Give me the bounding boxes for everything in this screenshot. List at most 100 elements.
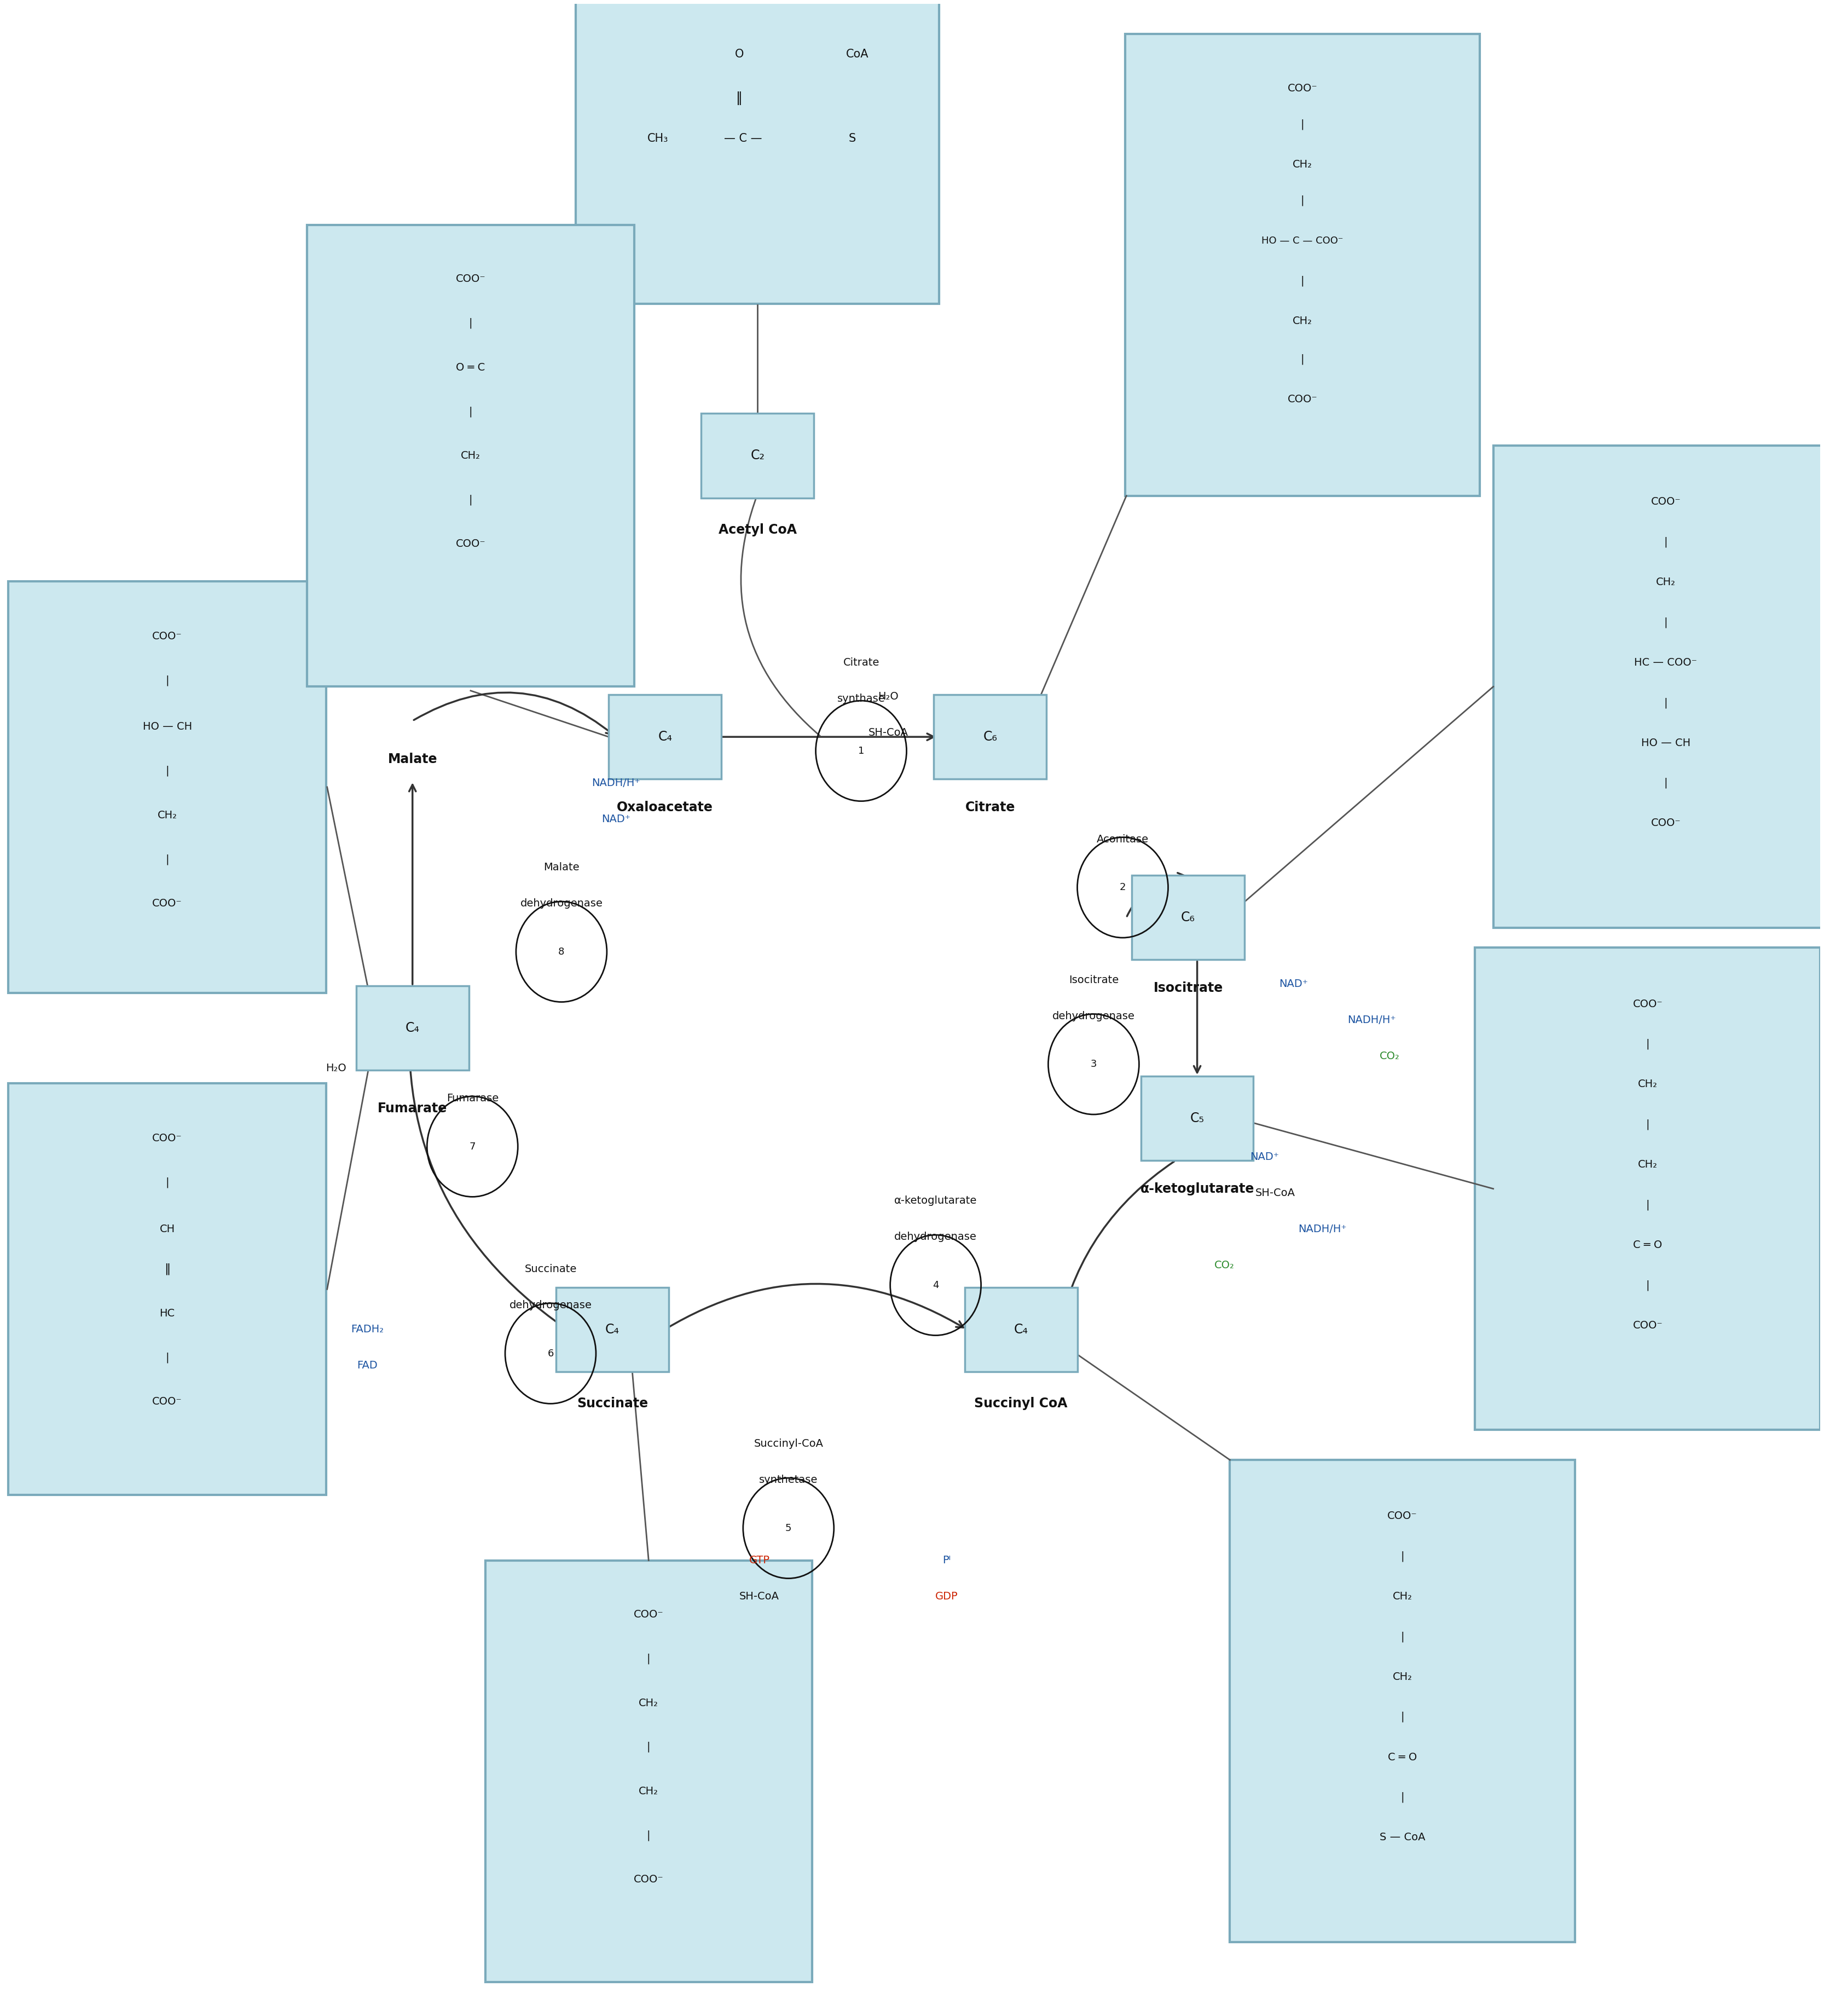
FancyBboxPatch shape (609, 696, 720, 778)
Text: dehydrogenase: dehydrogenase (894, 1232, 978, 1242)
Text: CH₂: CH₂ (157, 810, 177, 821)
Text: FAD: FAD (358, 1361, 378, 1371)
Text: CH₂: CH₂ (638, 1786, 658, 1796)
Text: |: | (1401, 1792, 1404, 1802)
Text: C₅: C₅ (1189, 1113, 1204, 1125)
Text: COO⁻: COO⁻ (1632, 1320, 1663, 1331)
Text: C₄: C₄ (405, 1022, 420, 1034)
Text: 8: 8 (558, 948, 565, 958)
Text: CH₂: CH₂ (1392, 1671, 1412, 1681)
Text: NAD⁺: NAD⁺ (602, 814, 631, 825)
Text: 1: 1 (857, 746, 865, 756)
Text: COO⁻: COO⁻ (1288, 83, 1317, 93)
Text: |: | (1645, 1038, 1649, 1050)
FancyBboxPatch shape (1476, 948, 1820, 1429)
FancyBboxPatch shape (9, 1083, 326, 1496)
Text: α-ketoglutarate: α-ketoglutarate (894, 1195, 978, 1206)
Text: |: | (648, 1742, 651, 1752)
Text: Malate: Malate (544, 863, 580, 873)
Text: SH-CoA: SH-CoA (868, 728, 908, 738)
Text: COO⁻: COO⁻ (153, 899, 182, 909)
Text: |: | (1401, 1550, 1404, 1562)
Text: NADH/H⁺: NADH/H⁺ (591, 778, 640, 788)
Text: |: | (1645, 1200, 1649, 1210)
Text: |: | (1301, 119, 1304, 129)
Text: |: | (1401, 1712, 1404, 1722)
Text: synthetase: synthetase (759, 1476, 817, 1486)
Text: |: | (469, 405, 472, 417)
Text: |: | (1663, 536, 1667, 548)
Text: FADH₂: FADH₂ (350, 1325, 383, 1335)
Text: Fumarase: Fumarase (447, 1093, 498, 1103)
Text: CH₃: CH₃ (648, 133, 668, 143)
Text: COO⁻: COO⁻ (153, 1397, 182, 1407)
Text: 7: 7 (469, 1141, 476, 1151)
Text: Succinyl-CoA: Succinyl-CoA (753, 1439, 823, 1450)
Text: |: | (1645, 1119, 1649, 1129)
Text: |: | (1301, 355, 1304, 365)
Text: COO⁻: COO⁻ (153, 1133, 182, 1143)
Text: Succinyl CoA: Succinyl CoA (974, 1397, 1067, 1411)
Text: Malate: Malate (389, 752, 438, 766)
FancyBboxPatch shape (1125, 34, 1479, 496)
Text: Isocitrate: Isocitrate (1069, 974, 1118, 986)
Text: |: | (469, 494, 472, 506)
Text: synthase: synthase (837, 694, 885, 704)
Text: COO⁻: COO⁻ (633, 1609, 664, 1619)
Text: |: | (469, 319, 472, 329)
Text: HO — CH: HO — CH (142, 722, 192, 732)
Text: |: | (1663, 778, 1667, 788)
Text: S: S (848, 133, 855, 143)
Text: |: | (1663, 617, 1667, 627)
Text: CO₂: CO₂ (1215, 1260, 1235, 1270)
Text: 3: 3 (1091, 1058, 1096, 1068)
Text: H₂O: H₂O (326, 1062, 347, 1073)
Text: S — CoA: S — CoA (1379, 1833, 1425, 1843)
Text: — C —: — C — (724, 133, 762, 143)
Text: Fumarate: Fumarate (378, 1103, 447, 1115)
Text: Citrate: Citrate (965, 800, 1016, 814)
Text: Succinate: Succinate (576, 1397, 648, 1411)
Text: Succinate: Succinate (525, 1264, 576, 1274)
Text: CoA: CoA (846, 48, 868, 60)
Text: HO — CH: HO — CH (1642, 738, 1691, 748)
Text: 4: 4 (932, 1280, 939, 1290)
Text: O: O (735, 48, 744, 60)
FancyBboxPatch shape (356, 986, 469, 1070)
Text: CH₂: CH₂ (1638, 1079, 1658, 1089)
Text: C ═ O: C ═ O (1388, 1752, 1417, 1762)
Text: NADH/H⁺: NADH/H⁺ (1299, 1224, 1346, 1234)
Text: 6: 6 (547, 1349, 554, 1359)
Text: SH-CoA: SH-CoA (739, 1591, 779, 1601)
Text: |: | (166, 675, 170, 685)
Text: SH-CoA: SH-CoA (1255, 1187, 1295, 1198)
Text: C₂: C₂ (750, 450, 764, 462)
Text: HC — COO⁻: HC — COO⁻ (1634, 657, 1698, 667)
Text: CH₂: CH₂ (638, 1697, 658, 1708)
FancyBboxPatch shape (306, 224, 635, 687)
Text: NAD⁺: NAD⁺ (1279, 978, 1308, 990)
Text: COO⁻: COO⁻ (1388, 1510, 1417, 1522)
Text: HC: HC (159, 1308, 175, 1318)
Text: α-ketoglutarate: α-ketoglutarate (1140, 1181, 1255, 1195)
FancyBboxPatch shape (1494, 446, 1824, 927)
Text: |: | (1301, 196, 1304, 206)
Text: GTP: GTP (750, 1554, 770, 1566)
Text: COO⁻: COO⁻ (456, 538, 485, 548)
FancyBboxPatch shape (1131, 875, 1244, 960)
Text: Pᴵ: Pᴵ (943, 1554, 950, 1566)
Text: C ═ O: C ═ O (1632, 1240, 1662, 1250)
Text: dehydrogenase: dehydrogenase (1052, 1010, 1135, 1022)
Text: CO₂: CO₂ (1379, 1050, 1399, 1060)
Text: C₄: C₄ (1014, 1322, 1029, 1337)
Text: |: | (1401, 1631, 1404, 1641)
Text: COO⁻: COO⁻ (1288, 395, 1317, 405)
Text: |: | (1663, 698, 1667, 708)
Text: C₆: C₆ (983, 730, 998, 744)
Text: |: | (648, 1831, 651, 1841)
Text: Aconitase: Aconitase (1096, 835, 1149, 845)
Text: COO⁻: COO⁻ (153, 631, 182, 641)
Text: NADH/H⁺: NADH/H⁺ (1348, 1014, 1395, 1026)
Text: |: | (166, 855, 170, 865)
Text: COO⁻: COO⁻ (633, 1875, 664, 1885)
